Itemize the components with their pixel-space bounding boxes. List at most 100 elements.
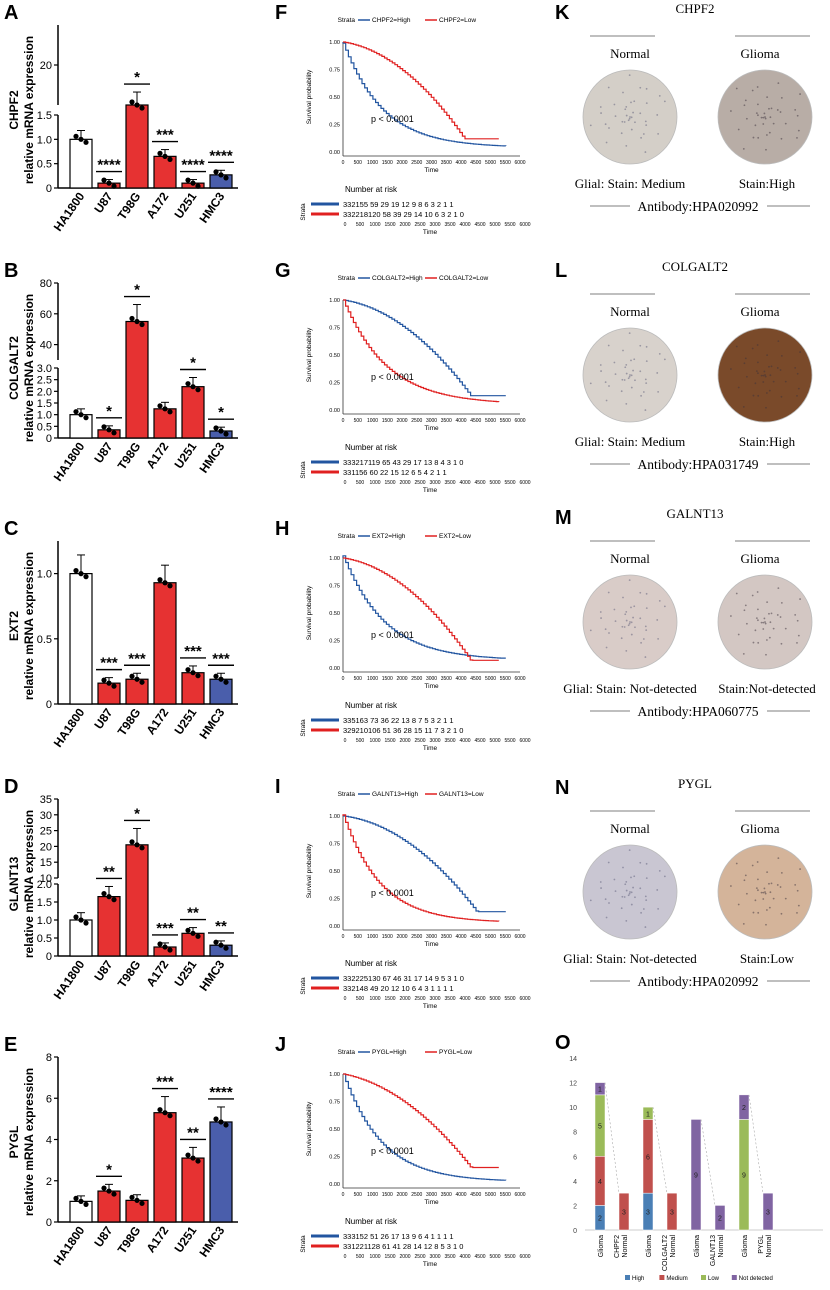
cell-speck [770,107,773,110]
segment-value-label: 3 [646,1210,650,1217]
cell-speck [628,892,631,895]
cell-speck [744,604,747,607]
data-point [129,315,135,322]
legend-title: Strata [338,533,356,540]
significance-label: ** [187,905,199,922]
x-tick-label: 2500 [411,934,422,940]
cell-speck [628,117,631,120]
x-axis-label: Time [424,683,439,690]
cell-speck [768,612,770,615]
cell-speck [632,886,634,889]
data-point [83,139,89,145]
km-panel-h: H Strata EXT2=High EXT2=Low 0.00 0.25 0.50 0.7… [275,516,535,761]
y-tick-label: 60 [40,309,52,321]
x-tick-label: 2000 [396,418,407,424]
x-tick-label: A172 [144,1223,172,1255]
x-tick-label: 500 [354,160,363,166]
cell-speck [599,881,602,883]
x-tick-label: HMC3 [196,189,227,225]
cell-speck [600,112,602,114]
panel-letter: F [275,2,288,24]
data-point [73,914,79,920]
y-axis-label: Survival probability [306,327,313,382]
risk-x-tick: 3500 [444,480,455,486]
cell-speck [756,861,759,863]
cell-speck [632,111,634,114]
risk-row-low: 331156 60 22 15 12 6 5 4 2 1 1 [343,468,447,477]
legend-title: Strata [338,791,356,798]
cell-speck [768,389,771,392]
risk-x-tick: 5500 [504,996,515,1002]
cell-speck [755,112,758,115]
cell-speck [769,116,772,119]
y-tick-label: 0 [46,183,52,195]
x-tick-label: 3000 [426,160,437,166]
km-curve-low [343,299,500,403]
cell-speck [770,365,773,368]
ihc-svg: COLGALT2 Normal Glioma Glial: Stain: Medium… [575,259,813,472]
cell-speck [797,634,800,637]
data-point [106,427,112,433]
cell-speck [622,866,624,869]
cell-speck [757,103,759,106]
cell-speck [645,345,648,348]
x-tick-label: 6000 [514,160,525,166]
data-point [195,673,201,679]
cell-speck [629,891,631,893]
data-point [78,412,84,418]
risk-x-tick: 3500 [444,222,455,228]
cell-speck [777,82,780,85]
connector-line [604,1082,620,1194]
cell-speck [780,96,783,99]
stacked-bar-svg: 0 2 4 6 8 10 12 14 2 4 5 1 Glioma 3 Normal 3 6 1 Glioma 3 No… [569,1056,823,1282]
x-tick-label: HA1800 [51,189,88,233]
cell-speck [754,629,757,632]
cell-speck [645,607,648,609]
cell-speck [752,911,755,914]
cell-speck [764,116,766,118]
risk-x-tick: 4500 [474,996,485,1002]
bar-ha1800 [69,1200,93,1223]
data-point [167,947,173,953]
data-point [218,172,224,178]
bar-panel-b: B COLGALT2 relative mRNA expression 0 0.5 1.… [0,258,260,513]
cell-speck [762,381,765,383]
cell-speck [770,612,773,615]
y-tick-label: 0 [46,433,52,445]
cell-speck [754,124,757,127]
significance-label: ** [187,1124,199,1141]
cell-speck [777,340,780,343]
panel-letter: B [4,260,19,282]
cell-speck [624,613,627,616]
x-tick-label: 2000 [396,934,407,940]
glioma-label: Glioma [741,46,780,61]
risk-axis-label: Strata [300,719,307,737]
cell-speck [794,613,797,616]
cell-speck [743,879,746,882]
y-tick-label: 0.25 [329,381,340,387]
y-tick-label: 0.00 [329,1182,340,1188]
antibody-label: Antibody:HPA020992 [637,974,758,989]
x-tick-label: Glioma [646,1235,653,1257]
cell-speck [624,366,627,369]
cell-speck [763,112,766,115]
panel-letter: L [555,260,568,282]
cell-speck [768,131,771,134]
cell-speck [779,369,782,371]
cell-speck [762,898,765,900]
bar-hmc3 [209,1121,233,1223]
cell-speck [625,619,628,622]
ylabel-text: relative mRNA expression [22,1068,36,1216]
cell-speck [639,370,642,373]
cell-speck [607,861,610,864]
data-point [218,942,224,948]
bar-t98g [125,320,149,439]
y-tick-label: 2.0 [37,386,52,398]
cell-speck [614,373,617,376]
risk-x-tick: 0 [344,996,347,1002]
risk-x-tick: 4000 [459,996,470,1002]
bar-hmc3 [209,678,233,705]
segment-value-label: 2 [718,1216,722,1223]
y-tick-label: 0.75 [329,842,340,848]
cell-speck [776,109,779,111]
